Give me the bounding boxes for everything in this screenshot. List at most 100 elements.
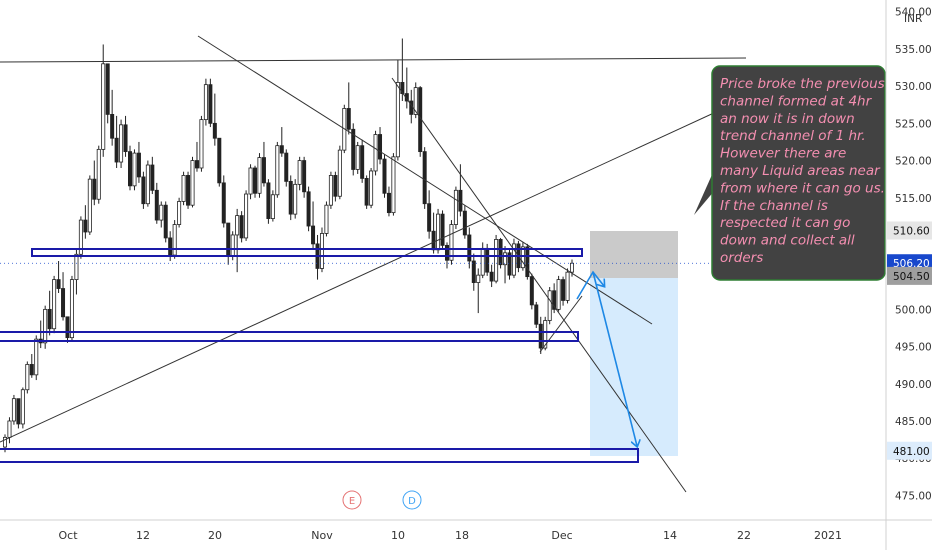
candle — [391, 153, 396, 216]
candle-body — [364, 178, 369, 206]
candle-body — [552, 290, 557, 310]
price-tick-label: 495.00 — [895, 342, 932, 354]
candle — [20, 387, 25, 429]
ascending-trendline — [0, 111, 717, 443]
candle — [284, 149, 289, 187]
candle — [87, 175, 92, 235]
candle-body — [520, 246, 525, 269]
candle-body — [61, 288, 66, 318]
candle-body — [543, 320, 548, 349]
earnings-event-marker[interactable] — [342, 490, 362, 510]
candle — [25, 361, 30, 394]
middle-zone — [0, 331, 579, 342]
candle — [136, 141, 141, 183]
candle — [297, 156, 302, 191]
candle — [507, 249, 512, 280]
candle-body — [29, 364, 34, 376]
candle-body — [87, 178, 92, 233]
candle-body — [337, 149, 342, 197]
annotation-line: orders — [720, 250, 763, 266]
candle-body — [471, 260, 476, 283]
channel-upper-line — [197, 35, 653, 325]
candle-body — [444, 244, 449, 261]
annotation-line: respected it can go — [720, 215, 850, 231]
candle — [221, 175, 226, 228]
candle — [462, 205, 467, 239]
dividend-event-marker[interactable] — [402, 490, 422, 510]
candle-body — [360, 145, 365, 179]
annotation-callout[interactable]: Price broke the previous channel formed a… — [694, 65, 886, 281]
lower-zone — [0, 448, 639, 463]
candle-body — [494, 239, 499, 282]
candle-body — [449, 224, 454, 261]
candle — [302, 156, 307, 198]
price-badge-label: 504.50 — [893, 271, 930, 283]
candle-body — [547, 290, 552, 321]
candle-body — [145, 164, 150, 205]
candle-body — [382, 158, 387, 194]
candle — [208, 78, 213, 128]
candle — [212, 93, 217, 146]
candle — [186, 171, 191, 209]
candle — [418, 86, 423, 157]
time-tick-label: Dec — [551, 529, 572, 542]
candle-body — [208, 84, 213, 124]
candle — [52, 275, 57, 334]
candle — [351, 123, 356, 176]
price-tick-label: 520.00 — [895, 156, 932, 168]
candle — [427, 190, 432, 239]
candle-body — [302, 160, 307, 193]
candle-body — [43, 308, 48, 344]
candle — [355, 141, 360, 174]
candle-body — [230, 234, 235, 257]
candle-body — [462, 210, 467, 236]
candle — [47, 290, 52, 336]
candle — [34, 335, 39, 381]
candle — [529, 273, 534, 310]
candle-body — [172, 224, 177, 256]
candle — [119, 119, 124, 168]
candle-body — [248, 167, 253, 195]
candle — [333, 171, 338, 202]
candle-body — [538, 323, 543, 349]
candle-body — [34, 338, 39, 376]
candle — [373, 130, 378, 176]
candle — [498, 237, 503, 269]
candle — [239, 211, 244, 243]
candle — [96, 145, 101, 204]
time-axis[interactable]: Oct 12 20 Nov 10 18 Dec 14 22 2021 — [58, 529, 842, 542]
event-markers[interactable]: E D — [342, 490, 422, 510]
price-badge-510.60 — [887, 221, 932, 240]
candle — [61, 272, 66, 321]
candle — [154, 182, 159, 224]
candle — [440, 210, 445, 250]
price-tick-label: 540.00 — [895, 7, 932, 19]
candle-body — [52, 279, 57, 330]
candle — [101, 44, 106, 157]
candle-body — [369, 170, 374, 206]
candle-body — [293, 183, 298, 215]
time-tick-label: 2021 — [814, 529, 842, 542]
candle-body — [105, 63, 110, 115]
candle-body — [400, 82, 405, 94]
price-badge-label: 481.00 — [893, 446, 930, 458]
candle-body — [507, 252, 512, 276]
time-tick-label: 12 — [136, 529, 150, 542]
candle-body — [333, 175, 338, 197]
candle-body — [47, 308, 52, 330]
candle — [288, 175, 293, 221]
candle — [159, 201, 164, 228]
earnings-event-letter: E — [349, 496, 355, 507]
candle-body — [436, 213, 441, 251]
candle-body — [163, 204, 168, 239]
time-tick-label: 20 — [208, 529, 222, 542]
candle — [494, 234, 499, 284]
candle — [261, 141, 266, 187]
candle-body — [386, 192, 391, 214]
candle — [190, 156, 195, 208]
candle — [306, 186, 311, 232]
candle-body — [458, 189, 463, 212]
candle — [150, 156, 155, 195]
